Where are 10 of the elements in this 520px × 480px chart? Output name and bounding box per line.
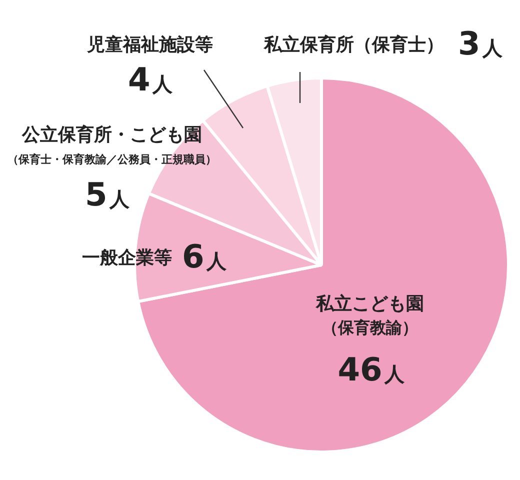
slice-label: 私立保育所（保育士） [263, 34, 444, 56]
data-label: 6人 [182, 237, 228, 276]
data-label: 46人 [338, 350, 406, 388]
data-label: 4人 [128, 60, 174, 98]
slice-label: 一般企業等 [82, 248, 172, 269]
slice-label: 公立保育所・こども園（保育士・保育教諭／公務員・正規職員） [8, 124, 216, 166]
slice-label: 私立こども園（保育教諭） [315, 294, 424, 338]
data-label: 3人 [458, 24, 504, 62]
slice-label: 児童福祉施設等 [86, 34, 213, 56]
data-label: 5人 [85, 175, 130, 214]
